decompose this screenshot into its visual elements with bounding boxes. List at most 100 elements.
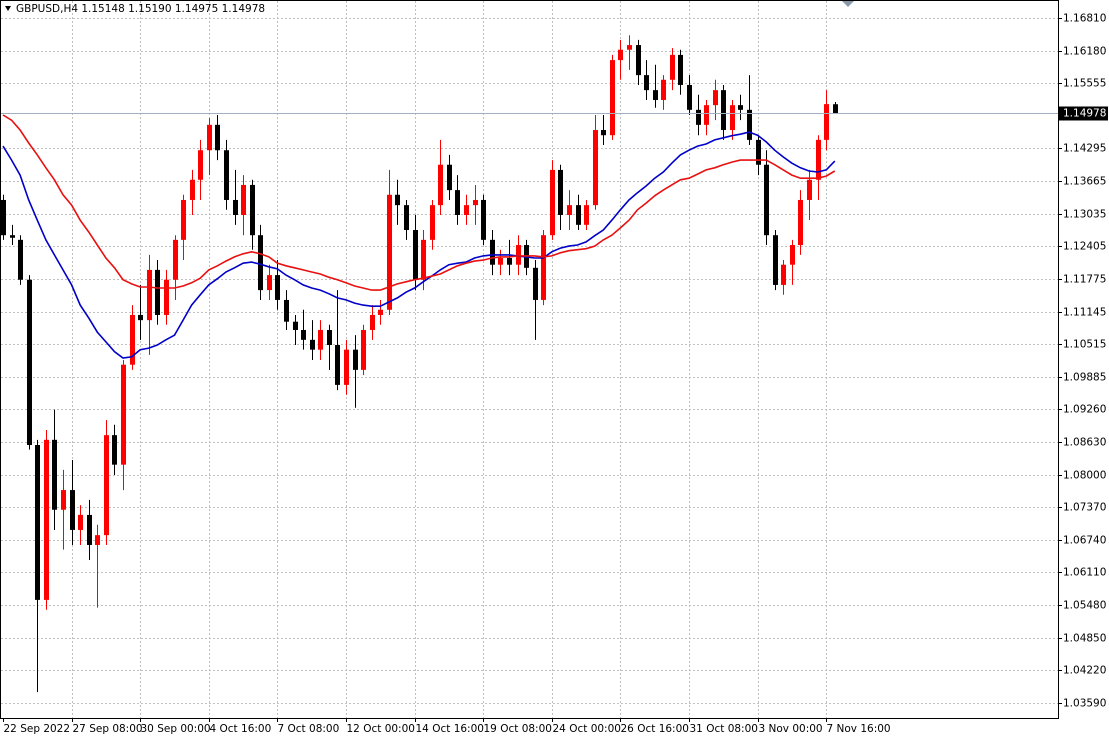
candle-body [455, 190, 460, 215]
x-tick-label: 7 Nov 16:00 [827, 723, 891, 735]
menu-arrow[interactable] [5, 6, 11, 11]
candle-body [713, 90, 718, 106]
candle-body [781, 264, 786, 285]
candle-body [533, 267, 538, 300]
candle-body [413, 230, 418, 280]
candle-body [730, 105, 735, 131]
candle-body [644, 75, 649, 91]
candle-body [618, 49, 623, 61]
chart-header: GBPUSD,H4 1.15148 1.15190 1.14975 1.1497… [16, 3, 265, 15]
candle-body [747, 109, 752, 140]
candle-body [138, 314, 143, 321]
candle-body [130, 314, 135, 365]
candle-body [704, 105, 709, 125]
candle-body [387, 194, 392, 310]
y-tick-label: 1.15555 [1063, 78, 1106, 90]
candle-body [70, 490, 75, 530]
axes: 1.16810 1.16180 1.15555 1.14295 1.13665 1.130… [3, 13, 1108, 735]
candle-body [370, 314, 375, 330]
candle-body [824, 104, 829, 140]
y-tick-label: 1.11775 [1063, 274, 1106, 286]
candle-body [567, 205, 572, 215]
candle-body [207, 124, 212, 151]
y-tick-label: 1.06110 [1063, 567, 1106, 579]
candle-body [610, 60, 615, 136]
candle-body [558, 169, 563, 215]
candle-body [301, 329, 306, 340]
candle-body [447, 164, 452, 191]
candle-body [318, 329, 323, 350]
candle-body [430, 205, 435, 240]
candle-body [601, 130, 606, 136]
candle-body [112, 435, 117, 465]
candle-body [35, 444, 40, 600]
candle-body [233, 199, 238, 215]
candle-body [215, 124, 220, 151]
candle-body [773, 235, 778, 285]
candle-body [550, 169, 555, 236]
price-label-box [1059, 106, 1108, 121]
candle-body [284, 299, 289, 322]
shift-marker[interactable] [842, 1, 854, 7]
candle-body [421, 239, 426, 280]
candle-body [250, 184, 255, 236]
y-tick-label: 1.04220 [1063, 665, 1106, 677]
candle-body [790, 245, 795, 265]
y-tick-label: 1.08000 [1063, 470, 1106, 482]
candle-body [78, 514, 83, 530]
candle-body [516, 245, 521, 265]
candle-body [181, 199, 186, 240]
y-tick-label: 1.12405 [1063, 241, 1106, 253]
candle-body [267, 275, 272, 291]
plot-frame [0, 0, 1059, 719]
candle-body [378, 309, 383, 315]
y-tick-label: 1.10515 [1063, 339, 1106, 351]
candle-body [653, 90, 658, 100]
y-tick-label: 1.11145 [1063, 307, 1106, 319]
y-tick-label: 1.07370 [1063, 502, 1106, 514]
y-tick-label: 1.09885 [1063, 372, 1106, 384]
y-tick-label: 1.16180 [1063, 46, 1106, 58]
candle-body [198, 150, 203, 180]
candle-body [95, 535, 100, 545]
candle-body [404, 205, 409, 231]
candle-body [576, 205, 581, 225]
y-tick-label: 1.14295 [1063, 143, 1106, 155]
x-tick-label: 24 Oct 00:00 [553, 723, 621, 735]
x-tick-label: 14 Oct 16:00 [416, 723, 484, 735]
x-tick-label: 19 Oct 08:00 [484, 723, 552, 735]
candle-body [173, 239, 178, 280]
x-tick-label: 12 Oct 00:00 [347, 723, 415, 735]
x-tick-label: 4 Oct 16:00 [210, 723, 272, 735]
candle-body [473, 199, 478, 206]
candle-body [738, 105, 743, 110]
candle-body [670, 54, 675, 80]
candle-body [327, 329, 332, 346]
candle-body [104, 435, 109, 536]
x-tick-label: 7 Oct 08:00 [278, 723, 340, 735]
y-tick-label: 1.08630 [1063, 437, 1106, 449]
candle-body [44, 439, 49, 600]
candle-body [190, 179, 195, 200]
candle-body [816, 139, 821, 180]
x-tick-label: 27 Sep 08:00 [73, 723, 143, 735]
y-tick-label: 1.04850 [1063, 633, 1106, 645]
candle-body [293, 321, 298, 330]
candle-body [661, 79, 666, 100]
candle-body [147, 269, 152, 321]
candle-body [721, 90, 726, 131]
candle-body [464, 205, 469, 215]
candle-body [764, 164, 769, 236]
candle-body [627, 45, 632, 50]
candle-body [353, 349, 358, 370]
x-tick-label: 30 Sep 00:00 [141, 723, 211, 735]
x-tick-label: 26 Oct 16:00 [621, 723, 689, 735]
candle-body [87, 514, 92, 545]
candle-body [807, 179, 812, 200]
candle-body [678, 54, 683, 85]
candle-body [275, 275, 280, 300]
grid [1, 1, 1058, 718]
candle-body [27, 279, 32, 445]
